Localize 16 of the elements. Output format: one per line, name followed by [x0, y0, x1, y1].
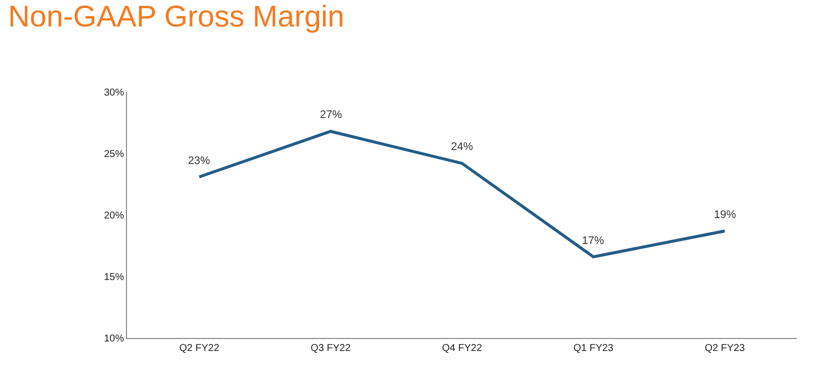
data-label: 24% [451, 141, 474, 153]
y-tick-label: 10% [104, 334, 124, 344]
data-label: 27% [320, 109, 342, 121]
y-tick-label: 15% [104, 272, 124, 283]
y-tick-label: 20% [104, 210, 124, 222]
data-label: 23% [188, 155, 210, 167]
y-tick-label: 30% [104, 88, 124, 98]
data-label: 19% [714, 209, 736, 221]
chart-title: Non-GAAP Gross Margin [8, 0, 344, 34]
x-tick-label: Q2 FY23 [704, 343, 746, 354]
x-tick-label: Q1 FY23 [573, 343, 614, 354]
x-tick-label: Q2 FY22 [179, 343, 220, 354]
x-tick-label: Q4 FY22 [442, 343, 482, 354]
y-tick-label: 25% [104, 149, 124, 160]
x-tick-label: Q3 FY22 [310, 343, 352, 354]
data-label: 17% [582, 235, 604, 247]
